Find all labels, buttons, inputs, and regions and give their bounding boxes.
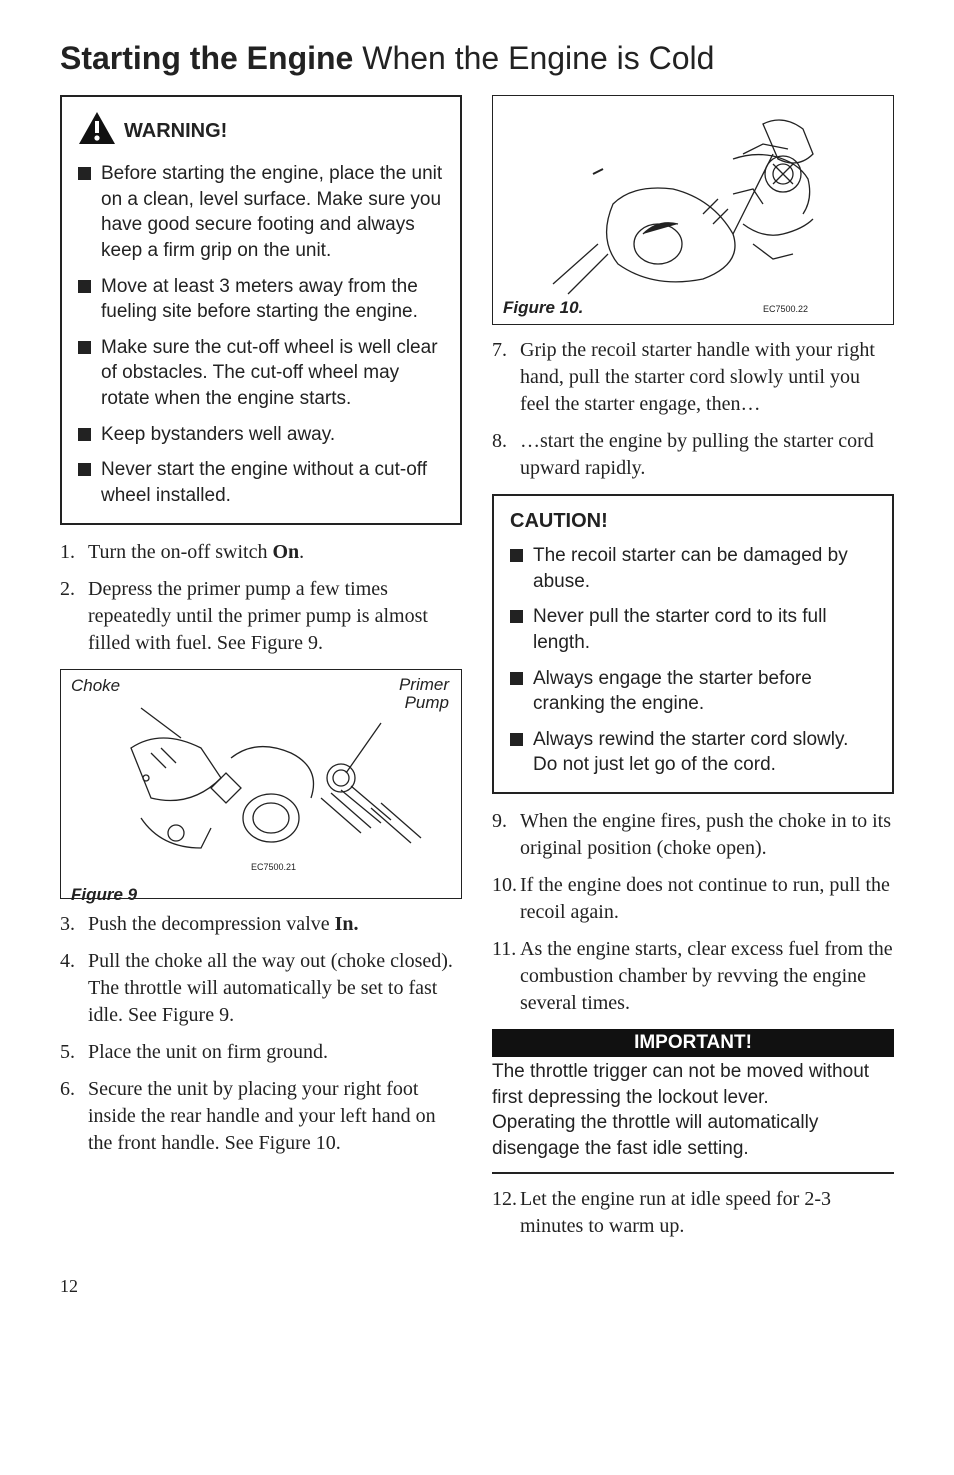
step-text: If the engine does not continue to run, … bbox=[520, 872, 894, 926]
step-item: 9.When the engine fires, push the choke … bbox=[492, 808, 894, 862]
warning-list: Before starting the engine, place the un… bbox=[78, 161, 444, 509]
step-text: Let the engine run at idle speed for 2-3… bbox=[520, 1186, 894, 1240]
step-item: 3.Push the decompression valve In. bbox=[60, 911, 462, 938]
page-number: 12 bbox=[60, 1276, 894, 1297]
step-text: When the engine fires, push the choke in… bbox=[520, 808, 894, 862]
bullet-icon bbox=[510, 610, 523, 623]
important-text: The throttle trigger can not be moved wi… bbox=[492, 1059, 894, 1174]
bullet-icon bbox=[510, 549, 523, 562]
caution-list: The recoil starter can be damaged by abu… bbox=[510, 543, 876, 778]
step-text: Secure the unit by placing your right fo… bbox=[88, 1076, 462, 1157]
step-number: 2. bbox=[60, 576, 88, 603]
step-item: 8.…start the engine by pulling the start… bbox=[492, 428, 894, 482]
figure-9-caption: Figure 9 bbox=[71, 885, 451, 905]
figure-10-caption: Figure 10. bbox=[503, 298, 583, 318]
warning-heading: WARNING! bbox=[78, 111, 444, 151]
bullet-icon bbox=[78, 341, 91, 354]
step-number: 6. bbox=[60, 1076, 88, 1103]
step-number: 12. bbox=[492, 1186, 520, 1213]
right-column: EC7500.22 Figure 10. 7.Grip the recoil s… bbox=[492, 95, 894, 1252]
step-text: Pull the choke all the way out (choke cl… bbox=[88, 948, 462, 1029]
caution-item-text: Always rewind the starter cord slowly. D… bbox=[533, 727, 876, 778]
content-columns: WARNING! Before starting the engine, pla… bbox=[60, 95, 894, 1252]
step-number: 7. bbox=[492, 337, 520, 364]
step-number: 10. bbox=[492, 872, 520, 899]
caution-item: The recoil starter can be damaged by abu… bbox=[510, 543, 876, 594]
bullet-icon bbox=[78, 167, 91, 180]
warning-item-text: Make sure the cut-off wheel is well clea… bbox=[101, 335, 444, 412]
warning-box: WARNING! Before starting the engine, pla… bbox=[60, 95, 462, 525]
bullet-icon bbox=[510, 733, 523, 746]
warning-item-text: Never start the engine without a cut-off… bbox=[101, 457, 444, 508]
steps-list-3: 7.Grip the recoil starter handle with yo… bbox=[492, 337, 894, 482]
page-title: Starting the Engine When the Engine is C… bbox=[60, 40, 894, 77]
left-column: WARNING! Before starting the engine, pla… bbox=[60, 95, 462, 1252]
step-item: 11.As the engine starts, clear excess fu… bbox=[492, 936, 894, 1017]
warning-heading-text: WARNING! bbox=[124, 120, 227, 143]
step-number: 8. bbox=[492, 428, 520, 455]
step-text: Place the unit on firm ground. bbox=[88, 1039, 462, 1066]
step-text: …start the engine by pulling the starter… bbox=[520, 428, 894, 482]
step-item: 12.Let the engine run at idle speed for … bbox=[492, 1186, 894, 1240]
figure-code: EC7500.21 bbox=[251, 862, 296, 872]
figure-9-box: Choke Primer Pump bbox=[60, 669, 462, 899]
warning-item: Move at least 3 meters away from the fue… bbox=[78, 274, 444, 325]
warning-item: Never start the engine without a cut-off… bbox=[78, 457, 444, 508]
warning-item-text: Before starting the engine, place the un… bbox=[101, 161, 444, 264]
figure-10-box: EC7500.22 Figure 10. bbox=[492, 95, 894, 325]
warning-item: Keep bystanders well away. bbox=[78, 422, 444, 448]
important-heading: IMPORTANT! bbox=[492, 1029, 894, 1057]
steps-list-2: 3.Push the decompression valve In. 4.Pul… bbox=[60, 911, 462, 1157]
caution-item-text: The recoil starter can be damaged by abu… bbox=[533, 543, 876, 594]
bullet-icon bbox=[78, 280, 91, 293]
steps-list-1: 1.Turn the on-off switch On. 2.Depress t… bbox=[60, 539, 462, 657]
step-item: 6.Secure the unit by placing your right … bbox=[60, 1076, 462, 1157]
bullet-icon bbox=[510, 672, 523, 685]
step-text: Grip the recoil starter handle with your… bbox=[520, 337, 894, 418]
step-number: 4. bbox=[60, 948, 88, 975]
caution-box: CAUTION! The recoil starter can be damag… bbox=[492, 494, 894, 794]
caution-item: Always rewind the starter cord slowly. D… bbox=[510, 727, 876, 778]
caution-heading: CAUTION! bbox=[510, 510, 876, 533]
step-item: 1.Turn the on-off switch On. bbox=[60, 539, 462, 566]
step-item: 4.Pull the choke all the way out (choke … bbox=[60, 948, 462, 1029]
warning-item: Make sure the cut-off wheel is well clea… bbox=[78, 335, 444, 412]
step-item: 10.If the engine does not continue to ru… bbox=[492, 872, 894, 926]
step-text: Turn the on-off switch On. bbox=[88, 539, 462, 566]
title-bold: Starting the Engine bbox=[60, 40, 353, 76]
bullet-icon bbox=[78, 463, 91, 476]
primer-label: Primer Pump bbox=[389, 676, 449, 714]
figure-10-svg bbox=[503, 104, 883, 304]
step-number: 11. bbox=[492, 936, 520, 963]
warning-item-text: Keep bystanders well away. bbox=[101, 422, 335, 448]
figure-code: EC7500.22 bbox=[763, 304, 808, 314]
step-number: 3. bbox=[60, 911, 88, 938]
warning-triangle-icon bbox=[78, 111, 116, 151]
warning-item: Before starting the engine, place the un… bbox=[78, 161, 444, 264]
step-text: Push the decompression valve In. bbox=[88, 911, 462, 938]
caution-heading-text: CAUTION! bbox=[510, 510, 608, 533]
caution-item-text: Never pull the starter cord to its full … bbox=[533, 604, 876, 655]
caution-item: Never pull the starter cord to its full … bbox=[510, 604, 876, 655]
step-text: Depress the primer pump a few times repe… bbox=[88, 576, 462, 657]
title-light: When the Engine is Cold bbox=[353, 40, 714, 76]
step-number: 9. bbox=[492, 808, 520, 835]
step-item: 7.Grip the recoil starter handle with yo… bbox=[492, 337, 894, 418]
warning-item-text: Move at least 3 meters away from the fue… bbox=[101, 274, 444, 325]
step-item: 5.Place the unit on firm ground. bbox=[60, 1039, 462, 1066]
step-number: 1. bbox=[60, 539, 88, 566]
caution-item-text: Always engage the starter before crankin… bbox=[533, 666, 876, 717]
bullet-icon bbox=[78, 428, 91, 441]
caution-item: Always engage the starter before crankin… bbox=[510, 666, 876, 717]
steps-list-4: 9.When the engine fires, push the choke … bbox=[492, 808, 894, 1017]
step-number: 5. bbox=[60, 1039, 88, 1066]
step-item: 2.Depress the primer pump a few times re… bbox=[60, 576, 462, 657]
steps-list-5: 12.Let the engine run at idle speed for … bbox=[492, 1186, 894, 1240]
step-text: As the engine starts, clear excess fuel … bbox=[520, 936, 894, 1017]
choke-label: Choke bbox=[71, 676, 120, 696]
